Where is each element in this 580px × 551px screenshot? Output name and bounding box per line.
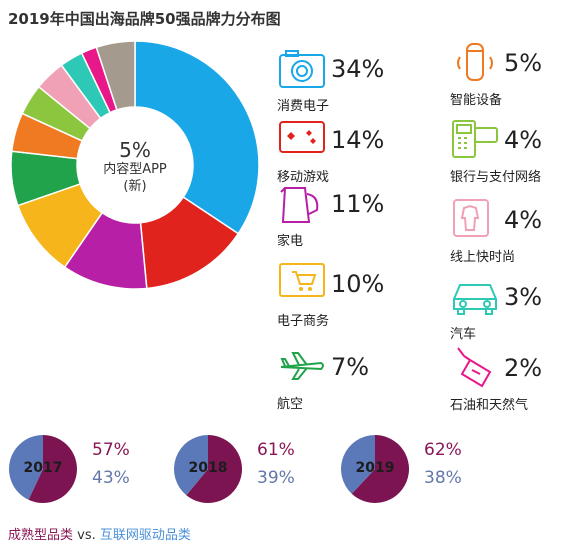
mature-slice: [186, 435, 242, 503]
category-label: 电子商务: [277, 314, 330, 329]
game-icon: [279, 121, 325, 153]
internet-share: 38%: [424, 468, 462, 488]
category-smart-devices: 5% 智能设备: [450, 41, 580, 111]
category-home-appliances: 11% 家电: [277, 182, 427, 252]
comparison-pie: [174, 435, 242, 503]
category-value: 4%: [504, 126, 543, 154]
category-label: 家电: [277, 234, 304, 249]
category-ecommerce: 10% 电子商务: [277, 262, 427, 332]
cart-icon: [279, 263, 325, 297]
kettle-icon: [280, 187, 319, 223]
category-label: 移动游戏: [277, 170, 330, 185]
comparison-year: 2018: [188, 460, 228, 476]
mature-share: 57%: [92, 440, 130, 460]
mature-share: 62%: [424, 440, 462, 460]
camera-icon: [279, 50, 325, 88]
smart-speaker-icon: [457, 43, 493, 81]
category-label: 线上快时尚: [450, 250, 516, 265]
pos-terminal-icon: [452, 120, 498, 158]
category-banking-payment: 4% 银行与支付网络: [450, 118, 580, 188]
legend-mature: 成熟型品类: [8, 528, 74, 543]
category-value: 5%: [504, 49, 543, 77]
comparison-legend: 成熟型品类 vs. 互联网驱动品类: [8, 524, 191, 543]
category-value: 2%: [504, 354, 543, 382]
category-value: 34%: [331, 55, 385, 83]
airplane-icon: [280, 352, 324, 380]
donut-hole: [77, 107, 193, 223]
category-value: 7%: [331, 353, 370, 381]
comparison-year: 2019: [355, 460, 395, 476]
legend-internet: 互联网驱动品类: [99, 528, 191, 543]
fashion-icon: [453, 199, 489, 237]
category-automobile: 3% 汽车: [450, 275, 580, 345]
chart-title: 2019年中国出海品牌50强品牌力分布图: [8, 10, 281, 28]
category-value: 10%: [331, 270, 385, 298]
internet-slice: [174, 435, 208, 496]
car-icon: [453, 284, 497, 315]
category-mobile-games: 14% 移动游戏: [277, 118, 427, 188]
category-value: 11%: [331, 190, 385, 218]
comparison-2017: 2017 57% 43%: [8, 434, 148, 504]
center-label-line2: (新): [123, 179, 147, 194]
comparison-pie: [8, 435, 77, 503]
category-oil-gas: 2% 石油和天然气: [450, 346, 580, 416]
internet-share: 39%: [257, 468, 295, 488]
mature-slice: [351, 435, 409, 503]
category-online-fast-fashion: 4% 线上快时尚: [450, 198, 580, 268]
category-value: 4%: [504, 206, 543, 234]
internet-slice: [8, 435, 43, 500]
comparison-2019: 2019 62% 38%: [340, 434, 480, 504]
mature-share: 61%: [257, 440, 295, 460]
comparison-pie: [341, 435, 409, 503]
center-value: 5%: [119, 138, 151, 162]
internet-slice: [341, 435, 375, 494]
comparison-2018: 2018 61% 39%: [173, 434, 313, 504]
center-label-line1: 内容型APP: [103, 162, 167, 177]
mature-slice: [28, 435, 77, 503]
category-label: 消费电子: [277, 99, 330, 114]
internet-share: 43%: [92, 468, 130, 488]
category-consumer-electronics: 34% 消费电子: [277, 47, 427, 117]
category-label: 汽车: [450, 327, 477, 342]
category-label: 智能设备: [450, 93, 503, 108]
category-label: 石油和天然气: [450, 398, 529, 413]
oil-bottle-icon: [457, 347, 492, 388]
category-value: 3%: [504, 283, 543, 311]
legend-vs: vs.: [77, 528, 96, 543]
category-aviation: 7% 航空: [277, 345, 427, 415]
comparison-year: 2017: [23, 460, 63, 476]
category-label: 银行与支付网络: [450, 170, 542, 185]
category-value: 14%: [331, 126, 385, 154]
donut-center-label: 5% 内容型APP (新): [90, 139, 180, 195]
category-label: 航空: [277, 397, 304, 412]
donut-chart: [10, 40, 260, 290]
